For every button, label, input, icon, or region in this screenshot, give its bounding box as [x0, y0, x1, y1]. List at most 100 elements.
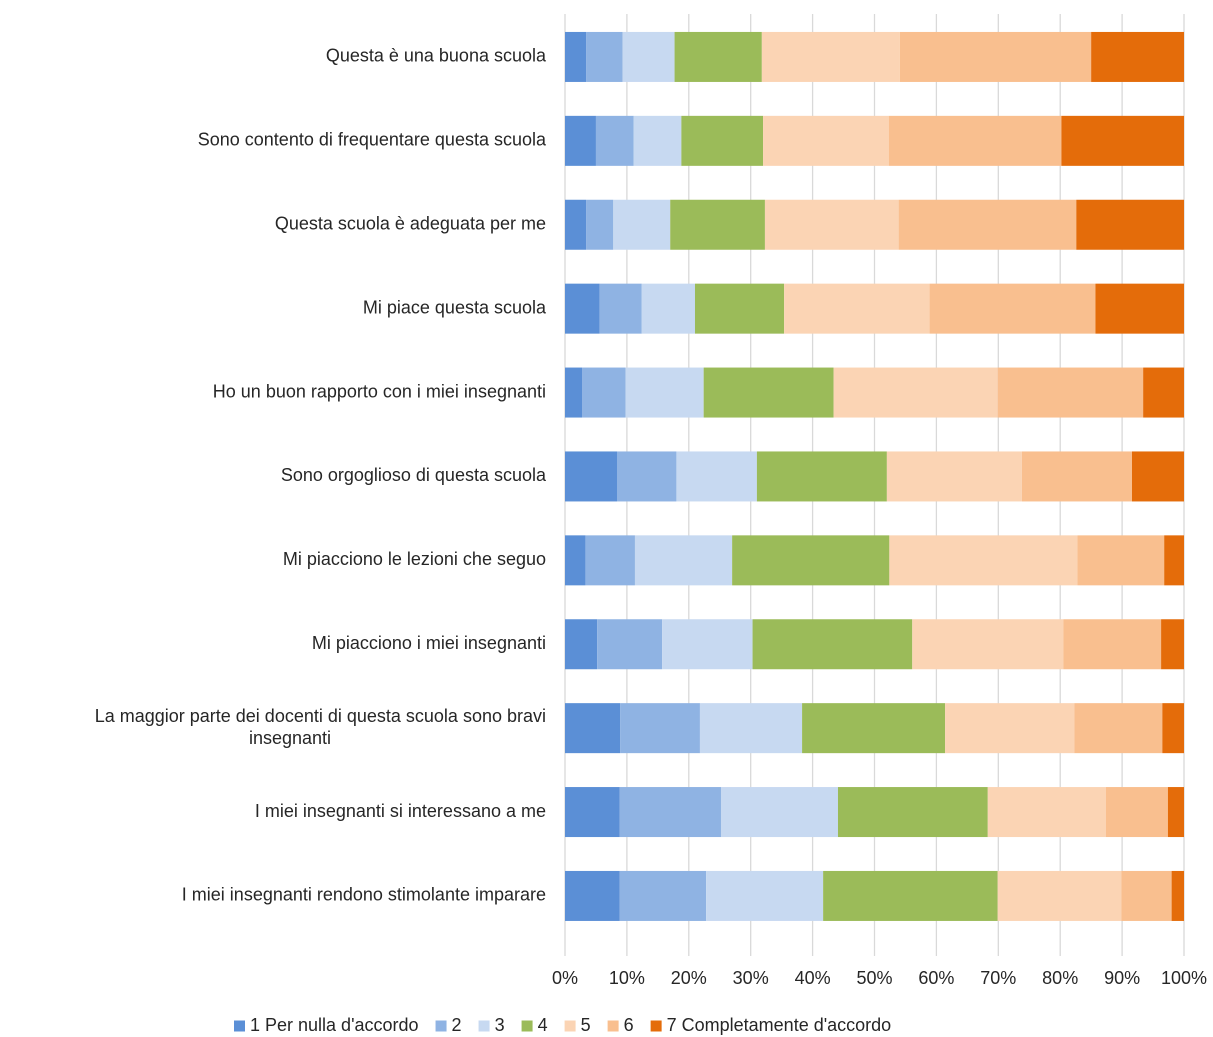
bar-segment [565, 199, 587, 250]
bar-segment [837, 787, 988, 838]
legend-label: 6 [624, 1015, 634, 1035]
legend-swatch [607, 1020, 619, 1032]
category-label-line: Ho un buon rapporto con i miei insegnant… [213, 381, 546, 401]
category-label: Questa è una buona scuola [326, 46, 547, 66]
bar-segment [997, 367, 1144, 418]
legend-swatch [650, 1020, 662, 1032]
bars [565, 31, 1184, 921]
category-label-line: Questa è una buona scuola [326, 46, 547, 66]
legend-label: 2 [452, 1015, 462, 1035]
bar-segment [732, 535, 890, 586]
bar-segment [613, 199, 671, 250]
bar-segment [1076, 199, 1184, 250]
category-label-line: I miei insegnanti rendono stimolante imp… [182, 885, 546, 905]
bar-segment [833, 367, 998, 418]
bar-segment [823, 870, 998, 921]
bar-segment [1021, 451, 1133, 502]
x-tick-label: 10% [609, 968, 645, 988]
bar-segment [565, 535, 586, 586]
category-label: Sono contento di frequentare questa scuo… [198, 130, 547, 150]
bar-segment [1074, 703, 1163, 754]
bar-segment [634, 535, 733, 586]
x-tick-label: 70% [980, 968, 1016, 988]
x-tick-label: 50% [856, 968, 892, 988]
bar-segment [1121, 870, 1172, 921]
category-label: Mi piacciono le lezioni che seguo [283, 549, 546, 569]
x-tick-label: 90% [1104, 968, 1140, 988]
bar-segment [597, 619, 663, 670]
bar-segment [670, 199, 765, 250]
x-tick-label: 80% [1042, 968, 1078, 988]
bar-segment [720, 787, 838, 838]
bar-segment [945, 703, 1075, 754]
bar-segment [1077, 535, 1165, 586]
bar-segment [565, 31, 587, 82]
bar-segment [886, 451, 1022, 502]
bar-segment [1171, 870, 1184, 921]
bar-segment [674, 31, 762, 82]
bar-segment [565, 787, 620, 838]
bar-segment [662, 619, 753, 670]
bar-segment [752, 619, 913, 670]
bar-segment [619, 787, 721, 838]
legend-swatch [435, 1020, 447, 1032]
bar-segment [595, 115, 634, 166]
bar-segment [586, 31, 623, 82]
bar-segment [899, 31, 1092, 82]
category-label: Sono orgoglioso di questa scuola [281, 465, 547, 485]
bar-segment [1095, 283, 1184, 334]
category-label: Ho un buon rapporto con i miei insegnant… [213, 381, 546, 401]
x-tick-label: 60% [918, 968, 954, 988]
legend-label: 5 [581, 1015, 591, 1035]
bar-segment [681, 115, 764, 166]
bar-segment [616, 451, 677, 502]
x-tick-label: 100% [1161, 968, 1207, 988]
bar-segment [676, 451, 757, 502]
legend-label: 7 Completamente d'accordo [667, 1015, 892, 1035]
category-label-line: Sono orgoglioso di questa scuola [281, 465, 547, 485]
bar-segment [565, 367, 583, 418]
bar-segment [622, 31, 675, 82]
bar-segment [987, 787, 1107, 838]
bar-segment [565, 283, 600, 334]
bar-segment [699, 703, 803, 754]
bar-segment [565, 451, 617, 502]
bar-segment [997, 870, 1122, 921]
legend: 1 Per nulla d'accordo 2 3 4 5 6 7 Completament… [234, 1015, 891, 1035]
bar-segment [625, 367, 704, 418]
legend-swatch [478, 1020, 490, 1032]
bar-segment [1162, 703, 1184, 754]
bar-segment [1167, 787, 1184, 838]
bar-segment [599, 283, 642, 334]
bar-segment [784, 283, 930, 334]
bar-segment [706, 870, 824, 921]
category-label: Mi piace questa scuola [363, 297, 547, 317]
category-label: I miei insegnanti si interessano a me [255, 801, 546, 821]
bar-segment [1106, 787, 1168, 838]
bar-segment [565, 619, 598, 670]
bar-segment [586, 199, 614, 250]
bar-segment [929, 283, 1096, 334]
bar-segment [620, 703, 700, 754]
bar-segment [585, 535, 635, 586]
legend-swatch [521, 1020, 533, 1032]
bar-segment [912, 619, 1064, 670]
category-label-line: Mi piace questa scuola [363, 297, 547, 317]
bar-segment [889, 535, 1078, 586]
bar-segment [582, 367, 626, 418]
x-tick-label: 20% [671, 968, 707, 988]
bar-segment [641, 283, 695, 334]
bar-segment [1143, 367, 1184, 418]
legend-swatch [564, 1020, 576, 1032]
bar-segment [756, 451, 887, 502]
legend-label: 1 Per nulla d'accordo [250, 1015, 419, 1035]
x-tick-label: 40% [795, 968, 831, 988]
category-labels: Questa è una buona scuola Sono contento d… [95, 46, 547, 905]
x-axis-tick-labels: 0% 10% 20% 30% 40% 50% 60% 70% 80% 90% 100% [552, 968, 1207, 988]
bar-segment [1091, 31, 1184, 82]
bar-segment [761, 31, 900, 82]
bar-segment [763, 115, 889, 166]
category-label-line: Mi piacciono i miei insegnanti [312, 633, 546, 653]
category-label: Mi piacciono i miei insegnanti [312, 633, 546, 653]
